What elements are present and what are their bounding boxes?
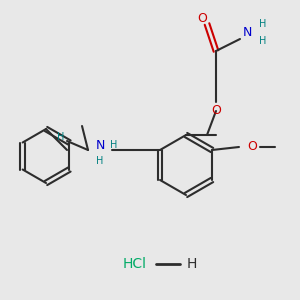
Text: O: O bbox=[248, 140, 257, 154]
Text: N: N bbox=[243, 26, 252, 40]
Text: H: H bbox=[57, 131, 65, 142]
Text: O: O bbox=[198, 11, 207, 25]
Text: O: O bbox=[211, 104, 221, 118]
Text: H: H bbox=[187, 257, 197, 271]
Text: H: H bbox=[96, 155, 104, 166]
Text: N: N bbox=[95, 139, 105, 152]
Text: H: H bbox=[259, 19, 266, 29]
Text: H: H bbox=[110, 140, 117, 151]
Text: H: H bbox=[259, 35, 266, 46]
Text: HCl: HCl bbox=[123, 257, 147, 271]
